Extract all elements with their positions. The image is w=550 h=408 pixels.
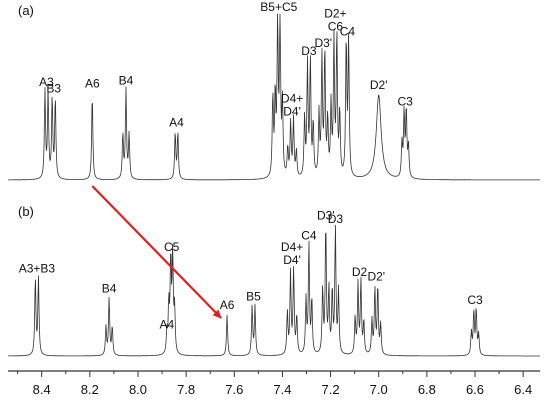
peak-label-a-13: C3 bbox=[398, 95, 414, 109]
peak-label-a-2: A6 bbox=[85, 77, 100, 91]
peak-label-b-6: D4+ D4' bbox=[281, 240, 303, 267]
peak-label-b-11: D2' bbox=[367, 270, 385, 284]
x-tick-label: 7.0 bbox=[370, 382, 388, 397]
peak-label-b-7: C4 bbox=[301, 228, 317, 242]
x-tick-label: 7.8 bbox=[177, 382, 195, 397]
x-tick-label: 7.6 bbox=[225, 382, 243, 397]
spectrum-trace-b bbox=[8, 224, 540, 357]
peak-label-a-0: A3 bbox=[39, 75, 54, 89]
x-tick-label: 8.0 bbox=[129, 382, 147, 397]
panel-label-b: (b) bbox=[18, 204, 34, 219]
x-tick-label: 6.6 bbox=[466, 382, 484, 397]
peak-label-b-9: D3 bbox=[328, 212, 344, 226]
peak-label-b-1: B4 bbox=[102, 281, 117, 295]
peak-label-a-8: D3 bbox=[301, 44, 317, 58]
peak-label-a-12: D2' bbox=[370, 78, 388, 92]
peak-label-b-5: B5 bbox=[246, 290, 261, 304]
x-tick-label: 6.4 bbox=[514, 382, 532, 397]
peak-label-b-12: C3 bbox=[467, 293, 483, 307]
peak-label-a-7: D4+ D4' bbox=[281, 91, 303, 118]
peak-label-b-4: A6 bbox=[220, 298, 235, 312]
peak-label-a-10: D2+ C6 bbox=[324, 7, 346, 34]
peak-label-a-9: D3' bbox=[314, 36, 332, 50]
x-tick-label: 7.4 bbox=[273, 382, 291, 397]
peak-label-a-3: B4 bbox=[119, 73, 134, 87]
peak-label-b-0: A3+B3 bbox=[19, 261, 56, 275]
x-tick-label: 7.2 bbox=[322, 382, 340, 397]
peak-label-a-1: B3 bbox=[46, 82, 61, 96]
peak-label-a-6: B5+C5 bbox=[260, 0, 297, 14]
panel-label-a: (a) bbox=[18, 3, 34, 18]
peak-label-a-11: C4 bbox=[340, 25, 356, 39]
x-tick-label: 6.8 bbox=[418, 382, 436, 397]
peak-label-b-2: A4 bbox=[160, 318, 175, 332]
peak-label-b-3: C5 bbox=[164, 240, 180, 254]
peak-label-b-8: D3' bbox=[317, 209, 335, 223]
shift-arrow bbox=[91, 185, 222, 319]
x-tick-label: 8.4 bbox=[33, 382, 51, 397]
peak-label-a-4: A4 bbox=[169, 116, 184, 130]
peak-label-b-10: D2 bbox=[352, 265, 368, 279]
x-axis-ticks: 8.4 8.2 8.0 7.8 7.6 7.4 7.2 7.0 6.8 6.6 6.4 bbox=[17, 371, 532, 397]
spectrum-trace-a bbox=[8, 13, 540, 181]
x-tick-label: 8.2 bbox=[81, 382, 99, 397]
